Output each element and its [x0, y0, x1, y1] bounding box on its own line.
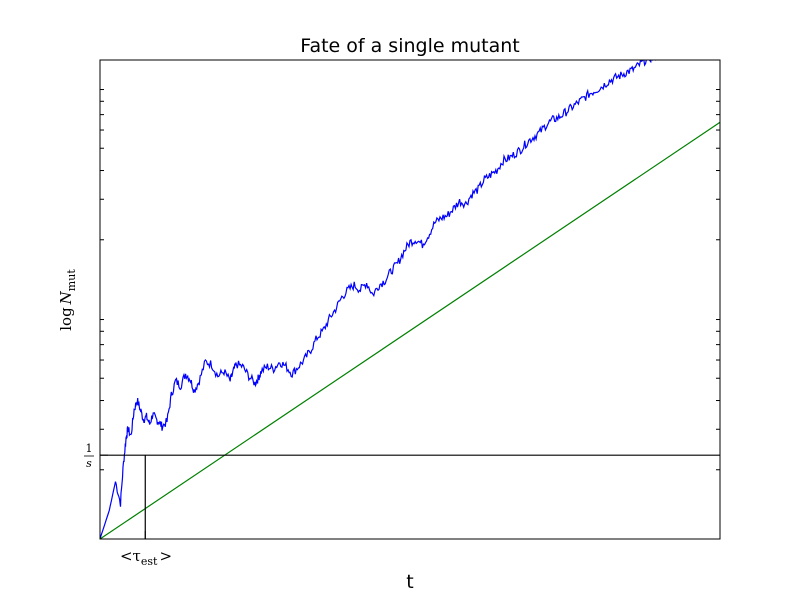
plot-frame: [99, 59, 721, 540]
y-tick-numerator: 1: [86, 442, 93, 455]
x-axis-label: t: [406, 571, 413, 593]
x-tick-label-tau-est: <τest >: [120, 547, 172, 568]
reference-lines: [100, 454, 720, 539]
series-line-2: [100, 121, 720, 539]
x-tick-close: >: [159, 547, 172, 565]
y-tick-label-one-over-s: 1 s: [84, 442, 94, 470]
series-layer: [100, 60, 720, 539]
y-label-sub: mut: [65, 269, 78, 292]
chart-title: Fate of a single mutant: [300, 35, 519, 57]
x-tick-sub: est: [141, 555, 158, 568]
axis-ticks: [100, 89, 720, 539]
y-label-var: N: [57, 290, 75, 305]
x-tick-tau: <τ: [120, 547, 141, 565]
y-tick-denominator: s: [86, 457, 92, 470]
y-axis-label: log Nmut: [57, 269, 78, 331]
series-line-1: [100, 60, 657, 539]
y-label-log: log: [57, 307, 75, 331]
